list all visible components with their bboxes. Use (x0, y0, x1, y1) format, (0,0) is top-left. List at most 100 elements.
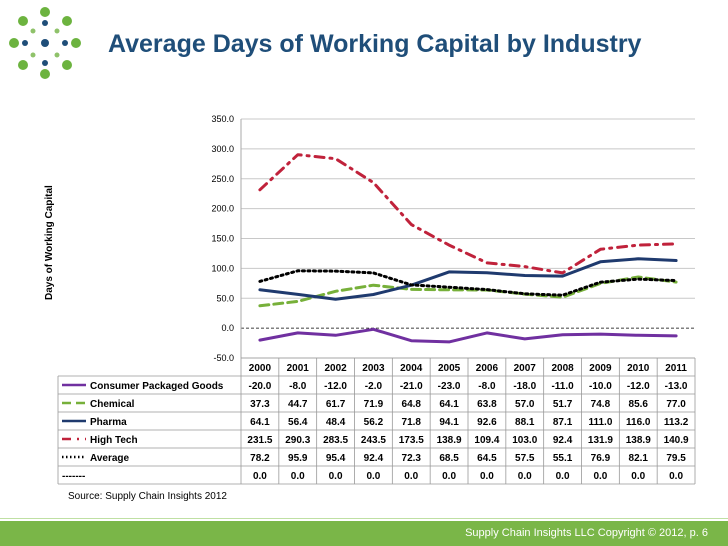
table-cell: 94.1 (439, 417, 459, 428)
legend-label: ------- (62, 471, 85, 482)
table-year-header: 2008 (551, 363, 574, 374)
footer-copyright: Supply Chain Insights LLC Copyright © 20… (465, 527, 708, 539)
table-cell: 231.5 (247, 435, 272, 446)
table-cell: 103.0 (512, 435, 537, 446)
table-cell: 87.1 (553, 417, 573, 428)
table-cell: 51.7 (553, 399, 573, 410)
table-cell: 64.5 (477, 453, 497, 464)
legend-label: Consumer Packaged Goods (90, 381, 224, 392)
table-cell: 44.7 (288, 399, 308, 410)
table-cell: 138.9 (437, 435, 462, 446)
y-tick-label: 250.0 (211, 174, 234, 184)
table-cell: 68.5 (439, 453, 459, 464)
table-cell: -21.0 (400, 381, 423, 392)
table-cell: 63.8 (477, 399, 497, 410)
legend-label: Chemical (90, 399, 135, 410)
table-cell: 71.9 (364, 399, 384, 410)
page-title: Average Days of Working Capital by Indus… (108, 30, 642, 58)
table-cell: 0.0 (631, 471, 645, 482)
y-tick-label: -50.0 (213, 353, 234, 363)
table-cell: 116.0 (626, 417, 651, 428)
series-line-4 (258, 269, 678, 297)
table-cell: -11.0 (551, 381, 574, 392)
legend-label: High Tech (90, 435, 138, 446)
table-cell: 109.4 (474, 435, 499, 446)
table-cell: 76.9 (591, 453, 611, 464)
table-cell: 56.4 (288, 417, 308, 428)
table-year-header: 2010 (627, 363, 650, 374)
table-cell: 290.3 (285, 435, 310, 446)
table-cell: 64.1 (250, 417, 270, 428)
table-cell: 111.0 (588, 417, 612, 428)
table-cell: -18.0 (513, 381, 536, 392)
y-tick-label: 50.0 (216, 293, 234, 303)
table-cell: 88.1 (515, 417, 535, 428)
y-tick-label: 150.0 (211, 234, 234, 244)
table-year-header: 2006 (476, 363, 499, 374)
table-cell: 92.4 (364, 453, 384, 464)
source-note: Source: Supply Chain Insights 2012 (68, 491, 227, 502)
table-cell: 74.8 (591, 399, 611, 410)
table-cell: -10.0 (589, 381, 612, 392)
table-year-header: 2011 (665, 363, 687, 374)
company-logo (9, 7, 81, 79)
table-cell: 0.0 (556, 471, 570, 482)
table-cell: 131.9 (588, 435, 613, 446)
table-cell: 72.3 (402, 453, 422, 464)
footer-divider (0, 518, 728, 519)
table-cell: 243.5 (361, 435, 386, 446)
table-cell: 0.0 (593, 471, 607, 482)
table-cell: 82.1 (629, 453, 649, 464)
table-cell: 77.0 (666, 399, 686, 410)
table-year-header: 2002 (324, 363, 347, 374)
table-cell: 85.6 (629, 399, 649, 410)
table-cell: 71.8 (402, 417, 422, 428)
table-cell: -23.0 (438, 381, 461, 392)
table-cell: -12.0 (627, 381, 650, 392)
y-tick-label: 350.0 (211, 114, 234, 124)
table-year-header: 2001 (287, 363, 310, 374)
y-tick-label: 0.0 (221, 323, 234, 333)
table-cell: 0.0 (366, 471, 380, 482)
table-cell: 0.0 (480, 471, 494, 482)
table-cell: -8.0 (289, 381, 307, 392)
table-year-header: 2009 (589, 363, 612, 374)
table-cell: 173.5 (399, 435, 424, 446)
table-cell: 78.2 (250, 453, 270, 464)
table-cell: 138.9 (626, 435, 651, 446)
table-cell: 64.1 (439, 399, 459, 410)
table-cell: 92.6 (477, 417, 497, 428)
table-cell: 0.0 (669, 471, 683, 482)
table-cell: 0.0 (442, 471, 456, 482)
table-cell: -20.0 (249, 381, 272, 392)
table-cell: 283.5 (323, 435, 348, 446)
table-cell: 113.2 (664, 417, 689, 428)
chart: 350.0 300.0 250.0 200.0 150.0 100.0 50.0 0.0 -50… (57, 114, 696, 485)
table-year-header: 2000 (249, 363, 272, 374)
table-cell: 0.0 (291, 471, 305, 482)
table-year-header: 2005 (438, 363, 461, 374)
table-year-header: 2004 (400, 363, 423, 374)
legend-label: Average (90, 453, 130, 464)
table-cell: 0.0 (329, 471, 343, 482)
table-cell: 95.9 (288, 453, 308, 464)
table-cell: -12.0 (324, 381, 347, 392)
table-cell: 57.5 (515, 453, 535, 464)
y-tick-label: 200.0 (211, 204, 234, 214)
table-cell: 57.0 (515, 399, 535, 410)
y-tick-label: 300.0 (211, 144, 234, 154)
table-cell: -8.0 (478, 381, 496, 392)
table-cell: 0.0 (518, 471, 532, 482)
table-cell: 79.5 (666, 453, 686, 464)
table-cell: 55.1 (553, 453, 573, 464)
series-line-3 (258, 153, 678, 275)
table-cell: 64.8 (402, 399, 422, 410)
y-tick-label: 100.0 (211, 263, 234, 273)
footer-bar: Supply Chain Insights LLC Copyright © 20… (0, 518, 728, 546)
table-cell: -13.0 (665, 381, 688, 392)
table-cell: 37.3 (250, 399, 270, 410)
table-year-header: 2003 (362, 363, 385, 374)
table-year-header: 2007 (514, 363, 537, 374)
table-cell: 95.4 (326, 453, 346, 464)
table-cell: 48.4 (326, 417, 346, 428)
